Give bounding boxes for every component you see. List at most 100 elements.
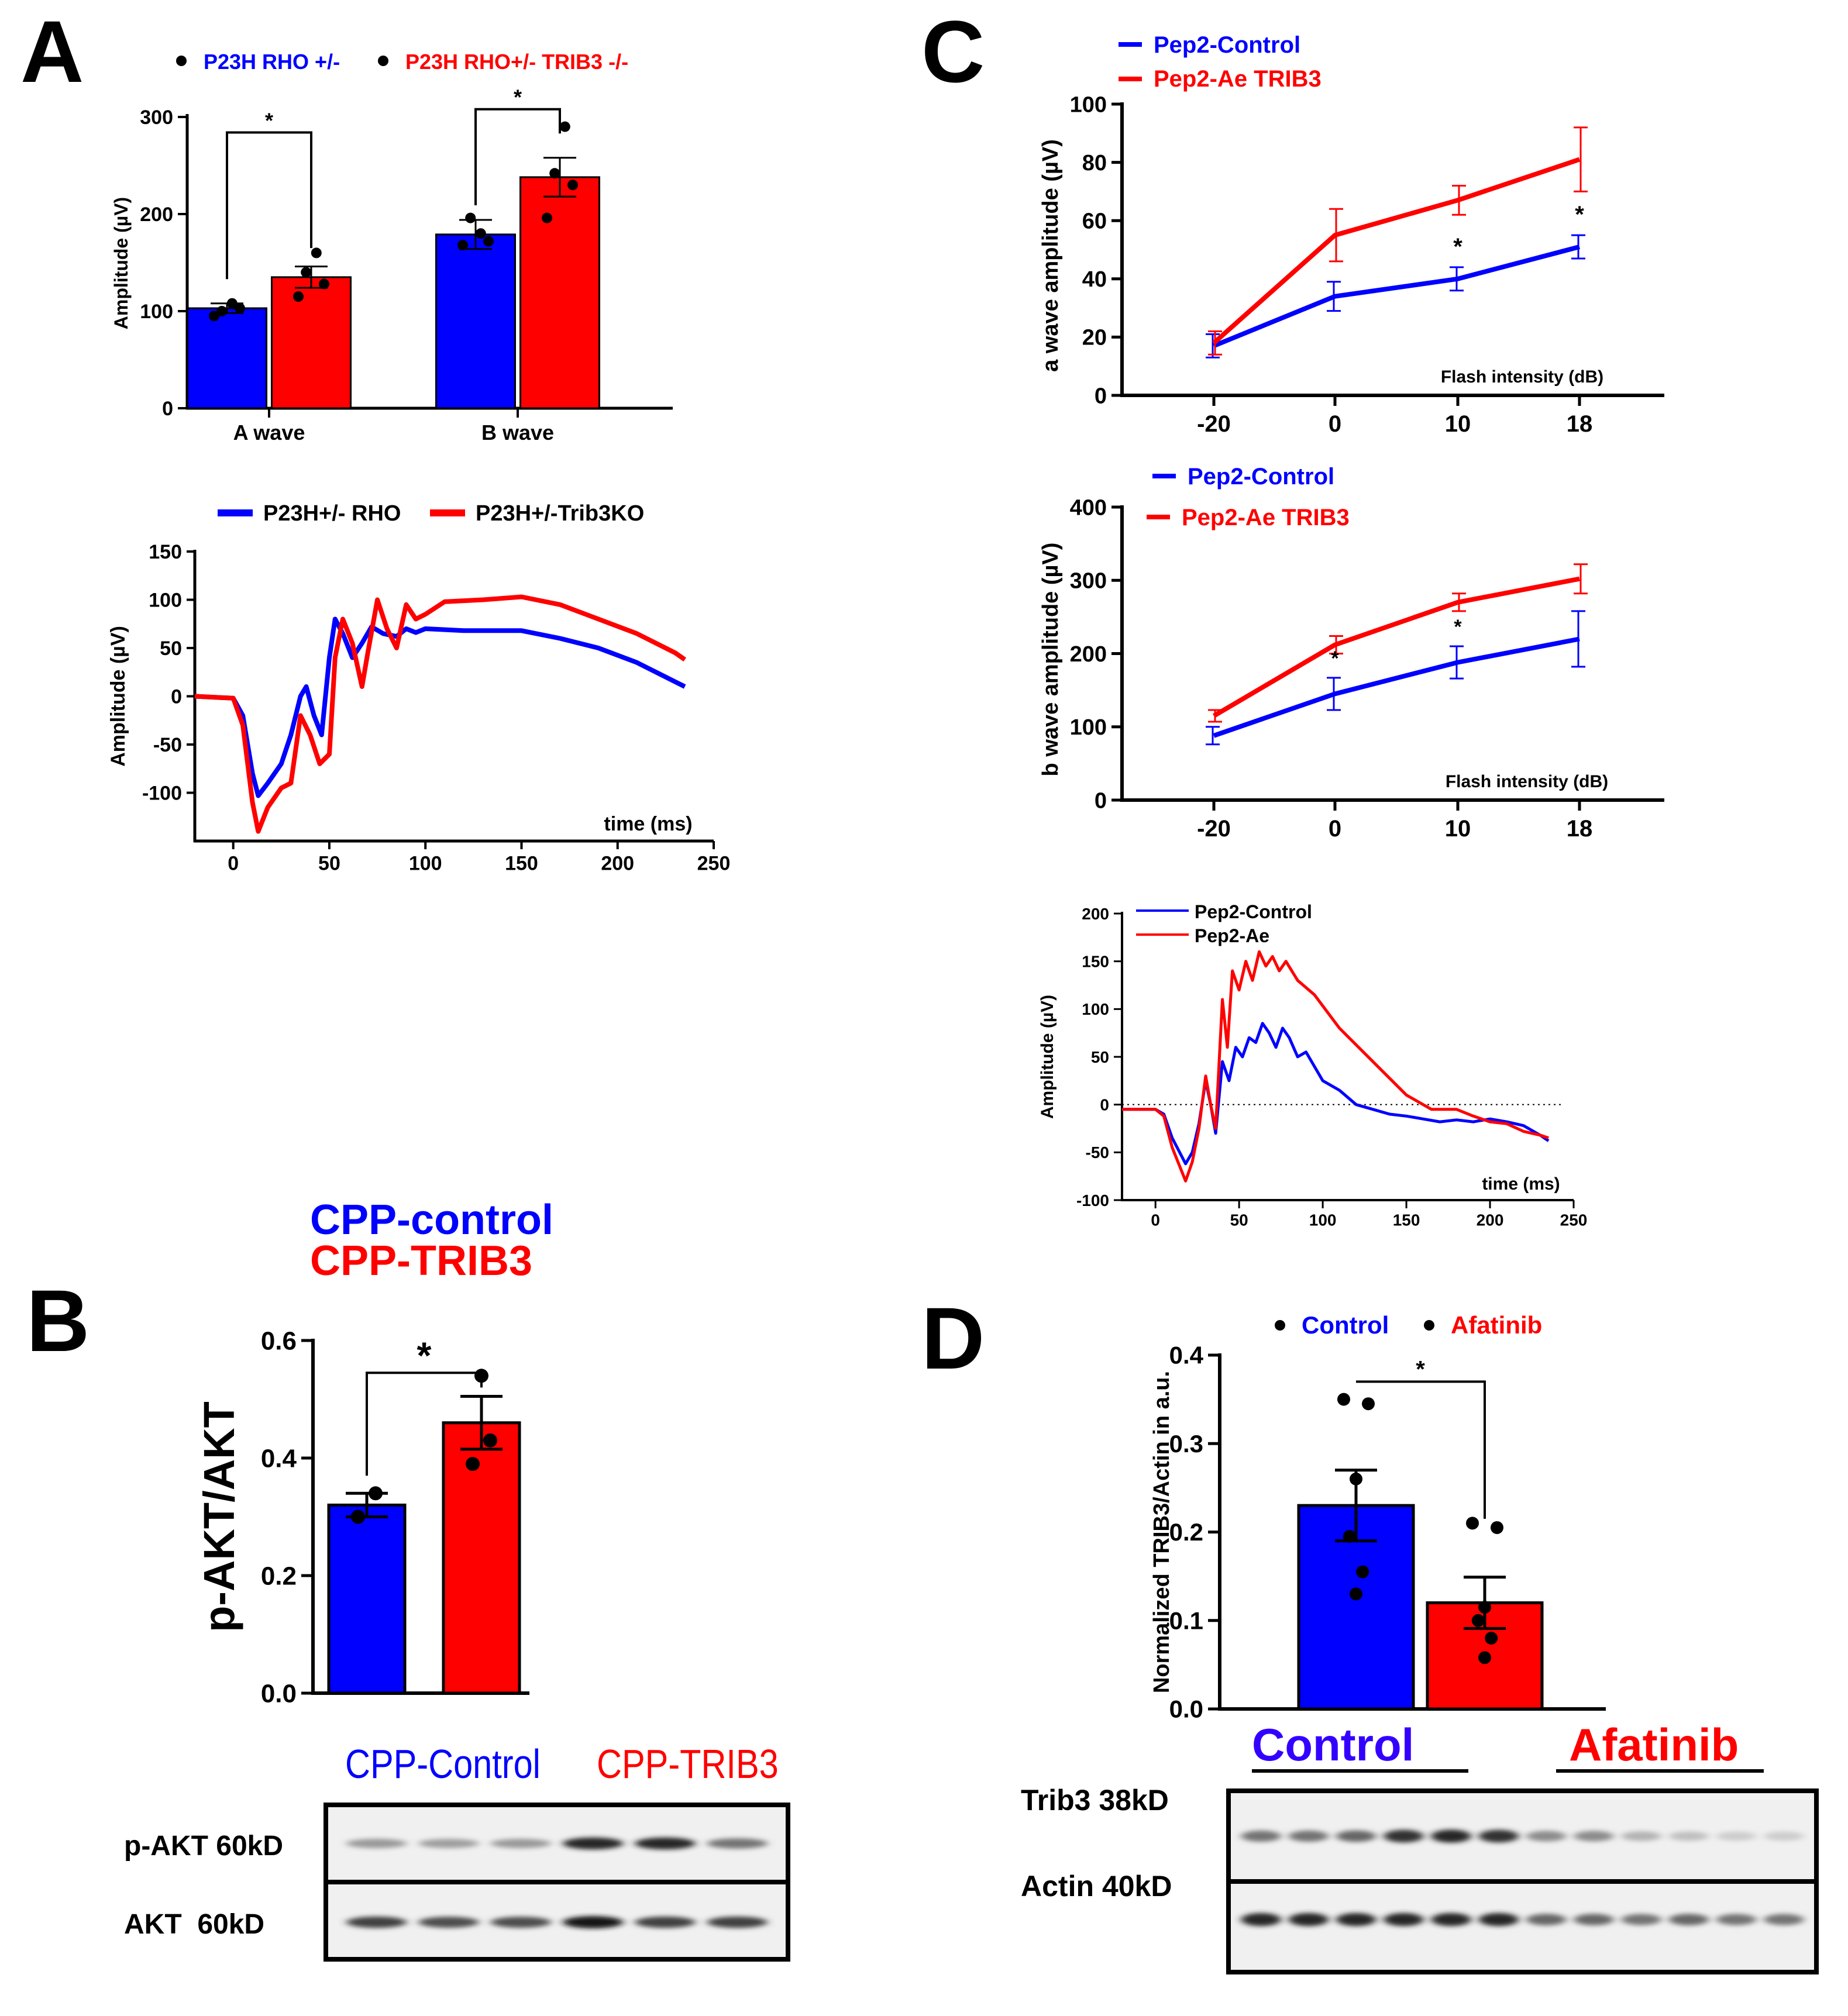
x-tick-label: B wave [481,421,554,444]
blot-b-labels: CPP-Control CPP-TRIB3 p-AKT 60kD AKT 60k… [124,1741,779,1940]
series-line [1212,157,1581,345]
blot-band [1431,1829,1471,1843]
data-point [1350,1587,1362,1601]
y-axis-label: Amplitude (µV) [111,197,132,329]
x-tick-label: 150 [1393,1211,1420,1229]
blot-band [1384,1912,1424,1927]
data-point [293,291,304,302]
legend-dot [378,56,388,66]
d-legend-red: Afatinib [1451,1311,1542,1339]
x-tick-label: 100 [1309,1211,1337,1229]
significance-bracket [366,1371,483,1476]
a1-legend-red: P23H RHO+/- TRIB3 -/- [405,50,628,74]
y-tick-label: 0.0 [1169,1695,1203,1723]
y-axis-label: p-AKT/AKT [195,1401,243,1632]
y-tick-label: 20 [1082,326,1107,350]
bar [519,176,600,409]
data-point [559,121,570,132]
panel-label-c: C [921,2,985,101]
y-axis-label: a wave amplitude (µV) [1038,139,1063,372]
blot-band [490,1839,552,1848]
bar [327,1503,407,1695]
y-tick-label: 0.2 [1169,1518,1203,1546]
data-point [226,298,238,309]
data-point [1356,1565,1369,1579]
data-point [483,236,494,247]
blot-band [1431,1912,1471,1927]
a1-legend-blue: P23H RHO +/- [204,50,340,74]
significance-label: * [1575,202,1584,228]
significance-bracket [1356,1380,1486,1519]
blot-band [1716,1831,1757,1841]
a2-legend-blue: P23H+/- RHO [263,501,401,526]
x-tick-label: 0 [1329,411,1341,437]
y-tick-label: 300 [1070,569,1107,594]
x-tick-label: 10 [1445,816,1471,842]
y-axis-label: Normalized TRIB3/Actin in a.u. [1150,1371,1174,1693]
x-tick-label: 200 [601,853,634,875]
c2-legend-red: Pep2-Ae TRIB3 [1182,505,1350,530]
chart-a2: -100 -50 0 50 100 150 0 50 100 150 200 250 Amplitude… [107,541,730,875]
x-tick-label: 50 [318,853,340,875]
blot-band [562,1837,624,1850]
blot-b [324,1803,790,1962]
blot-band [562,1916,624,1929]
data-point [1485,1632,1498,1645]
data-point [475,228,486,239]
significance-label: * [265,109,273,133]
x-tick-label: 0 [1329,816,1341,842]
y-tick-label: 0 [171,685,182,708]
x-axis-label: time (ms) [604,813,692,835]
blot-b-row-pakt: p-AKT 60kD [124,1831,283,1862]
y-tick-label: 200 [140,204,173,226]
bar [435,233,516,409]
blot-band [707,1916,768,1928]
series-line [1122,950,1549,1183]
b-legend: CPP-control CPP-TRIB3 [310,1197,553,1284]
y-axis-label: b wave amplitude (µV) [1038,543,1063,777]
data-point [1350,1472,1362,1486]
blot-band [1668,1914,1709,1926]
x-tick-label: 250 [697,853,731,875]
a2-legend: P23H+/- RHO P23H+/-Trib3KO [218,501,644,526]
x-tick-label: 18 [1567,816,1593,842]
y-tick-label: 0.0 [261,1679,297,1708]
data-point [319,278,329,290]
blot-band [346,1839,407,1848]
y-tick-label: 0 [162,398,173,420]
y-tick-label: 300 [140,106,173,129]
y-tick-label: 0.1 [1169,1607,1203,1634]
x-tick-label: 100 [409,853,442,875]
c2-legend: Pep2-Control Pep2-Ae TRIB3 [1147,464,1350,530]
c1-legend-blue: Pep2-Control [1154,32,1300,58]
data-point [483,1433,497,1448]
y-axis-label: Amplitude (µV) [107,626,129,767]
panel-label-d: D [921,1289,985,1387]
y-tick-label: -50 [1086,1143,1109,1162]
b-legend-blue: CPP-control [310,1197,553,1243]
blot-band [490,1917,552,1928]
x-tick-label: 50 [1230,1211,1248,1229]
bar [187,307,267,409]
blot-band [1526,1914,1567,1926]
data-point [369,1486,383,1501]
panel-label-a: A [20,2,84,101]
data-point [1337,1393,1350,1406]
c3-legend-blue: Pep2-Control [1195,901,1312,922]
data-point [1362,1397,1375,1411]
blot-panel [1226,1879,1819,1974]
blot-d-row-actin: Actin 40kD [1021,1870,1172,1903]
x-tick-label: 150 [505,853,538,875]
x-tick-label: -20 [1197,816,1231,842]
blot-d-group-afatinib: Afatinib [1569,1719,1739,1770]
significance-label: * [1453,234,1462,260]
y-tick-label: -100 [142,782,182,804]
chart-c3: -100 -50 0 50 100 150 200 0 50 100 150 200 250 Amplit… [1038,905,1587,1229]
data-point [1471,1614,1485,1627]
blot-band [346,1916,407,1928]
significance-label: * [1416,1356,1425,1382]
bar [271,276,352,409]
x-tick-label: A wave [233,421,305,444]
